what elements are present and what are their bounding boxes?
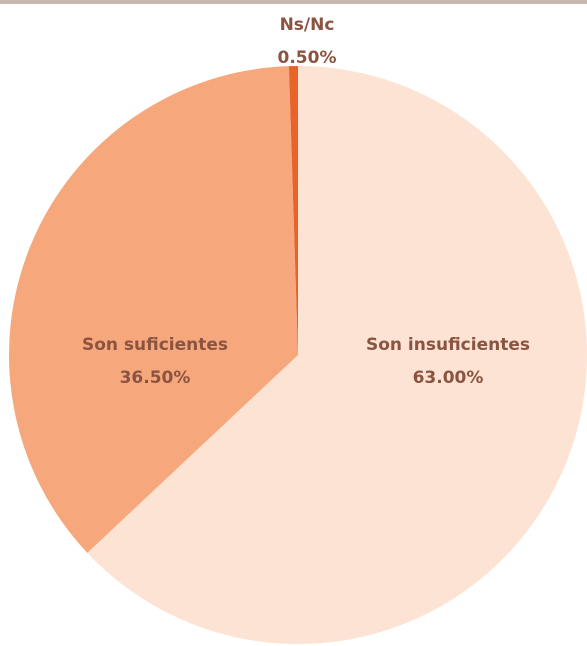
slice-label: Ns/Nc xyxy=(280,15,335,35)
pie-slice xyxy=(288,66,298,355)
slice-value-label: 63.00% xyxy=(413,368,484,388)
slice-label: Son suficientes xyxy=(82,335,228,355)
slice-value-label: 0.50% xyxy=(278,48,337,68)
slice-label: Son insuficientes xyxy=(366,335,530,355)
slice-value-label: 36.50% xyxy=(120,368,191,388)
pie-slice xyxy=(87,66,587,644)
top-border xyxy=(0,0,587,4)
pie-slice xyxy=(9,66,299,553)
